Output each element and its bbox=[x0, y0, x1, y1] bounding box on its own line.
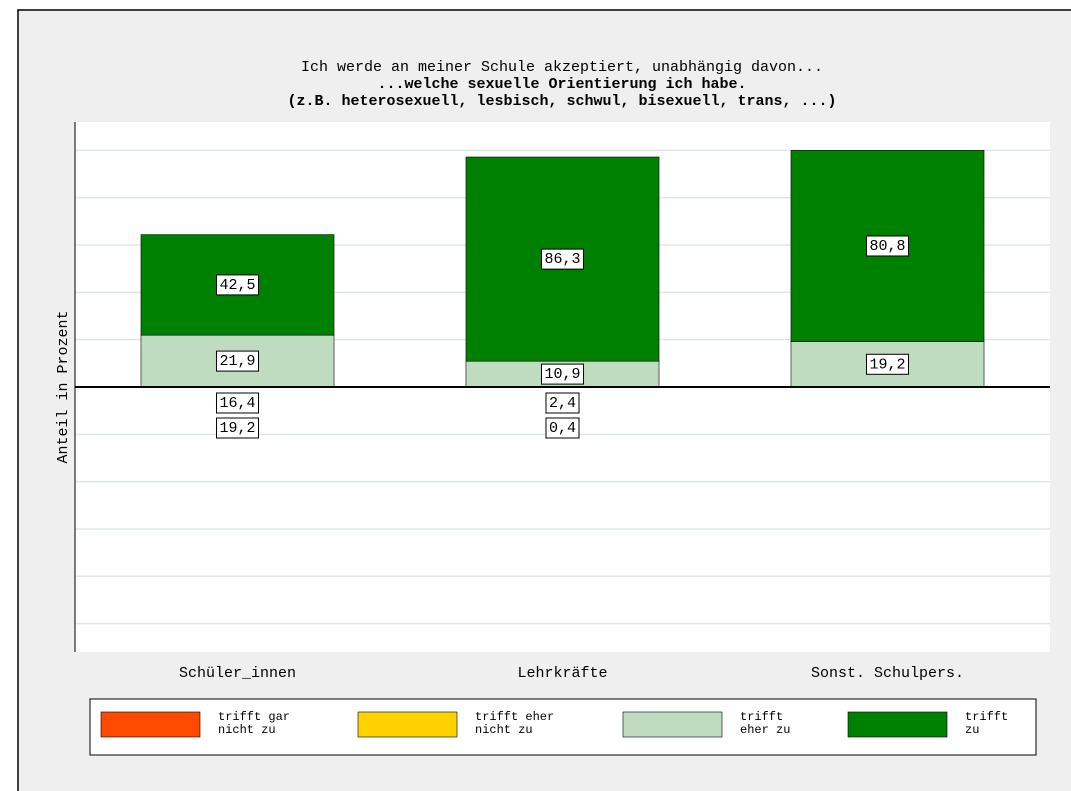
data-label-box bbox=[865, 235, 910, 257]
data-label: 2,4 bbox=[549, 395, 576, 412]
data-label-box bbox=[540, 248, 585, 270]
data-label-box bbox=[215, 417, 260, 439]
data-label-box bbox=[865, 353, 910, 375]
data-label-box bbox=[215, 392, 260, 414]
data-label-box bbox=[215, 274, 260, 296]
legend-swatch bbox=[357, 711, 458, 738]
x-tick-label: Lehrkräfte bbox=[517, 665, 607, 682]
data-label: 86,3 bbox=[544, 251, 580, 268]
data-label: 19,2 bbox=[219, 420, 255, 437]
data-label-box bbox=[215, 350, 260, 372]
data-label: 42,5 bbox=[219, 277, 255, 294]
data-label-box bbox=[545, 417, 580, 439]
legend-label: trifft eher nicht zu bbox=[475, 710, 555, 737]
legend-swatch bbox=[847, 711, 948, 738]
data-label: 80,8 bbox=[869, 238, 905, 255]
data-label: 0,4 bbox=[549, 420, 576, 437]
data-label-box bbox=[545, 392, 580, 414]
legend-label: trifft eher zu bbox=[740, 710, 791, 737]
data-label: 19,2 bbox=[869, 356, 905, 373]
legend-swatch bbox=[100, 711, 201, 738]
data-label-box bbox=[540, 363, 585, 385]
data-label: 16,4 bbox=[219, 395, 255, 412]
data-label: 21,9 bbox=[219, 353, 255, 370]
x-tick-label: Schüler_innen bbox=[179, 665, 296, 682]
legend-label: trifft zu bbox=[965, 710, 1009, 737]
chart-subtitle: (z.B. heterosexuell, lesbisch, schwul, b… bbox=[287, 93, 836, 110]
chart-subtitle: ...welche sexuelle Orientierung ich habe… bbox=[377, 76, 746, 93]
chart-title: Ich werde an meiner Schule akzeptiert, u… bbox=[301, 59, 823, 76]
x-tick-label: Sonst. Schulpers. bbox=[811, 665, 964, 682]
legend-swatch bbox=[622, 711, 723, 738]
legend-label: trifft gar nicht zu bbox=[218, 710, 291, 737]
data-label: 10,9 bbox=[544, 366, 580, 383]
y-axis-label: Anteil in Prozent bbox=[55, 310, 72, 463]
